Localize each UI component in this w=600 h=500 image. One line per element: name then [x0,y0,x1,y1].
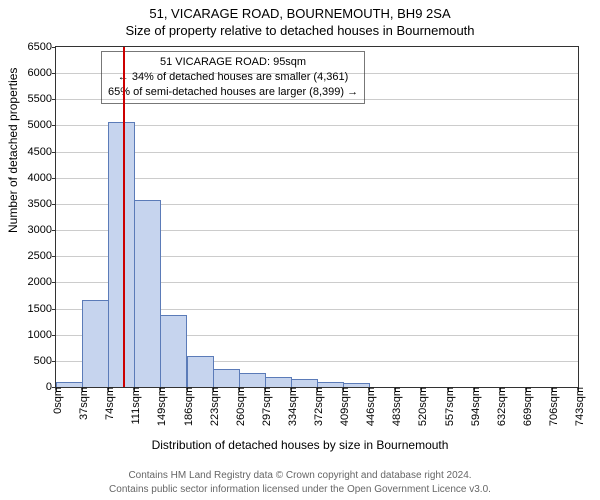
bar [291,379,318,387]
xtick-label: 223sqm [205,387,221,426]
ytick-label: 500 [34,355,56,367]
plot-area: 51 VICARAGE ROAD: 95sqm ← 34% of detache… [55,46,579,388]
ytick-label: 1500 [28,303,56,315]
ytick-label: 1000 [28,329,56,341]
xtick-label: 186sqm [179,387,195,426]
footer-text: Contains HM Land Registry data © Crown c… [0,469,600,496]
bar [265,377,292,387]
annotation-line3: 65% of semi-detached houses are larger (… [108,85,358,100]
grid-line [56,99,578,100]
bar [239,373,266,387]
bar [108,122,135,387]
ytick-label: 6500 [28,41,56,53]
ytick-label: 6000 [28,67,56,79]
xtick-label: 74sqm [100,387,116,420]
xtick-label: 111sqm [126,387,142,425]
bar [213,369,240,387]
marker-line [123,47,125,387]
xtick-label: 446sqm [361,387,377,426]
chart-subtitle: Size of property relative to detached ho… [0,23,600,40]
xtick-label: 297sqm [257,387,273,426]
footer-line1: Contains HM Land Registry data © Crown c… [0,469,600,483]
xtick-label: 520sqm [413,387,429,426]
annotation-line1: 51 VICARAGE ROAD: 95sqm [108,55,358,70]
xtick-label: 743sqm [570,387,586,426]
ytick-label: 3000 [28,224,56,236]
xtick-label: 669sqm [518,387,534,426]
xtick-label: 37sqm [74,387,90,420]
footer-line2: Contains public sector information licen… [0,483,600,497]
x-axis-label: Distribution of detached houses by size … [0,438,600,452]
xtick-label: 483sqm [387,387,403,426]
y-axis-label: Number of detached properties [6,68,20,233]
bar [82,300,109,387]
ytick-label: 4500 [28,146,56,158]
bar [134,200,161,387]
xtick-label: 372sqm [309,387,325,426]
annotation-box: 51 VICARAGE ROAD: 95sqm ← 34% of detache… [101,51,365,104]
bar [160,315,187,387]
bar [187,356,214,387]
ytick-label: 3500 [28,198,56,210]
ytick-label: 4000 [28,172,56,184]
ytick-label: 2000 [28,276,56,288]
xtick-label: 149sqm [152,387,168,426]
xtick-label: 334sqm [283,387,299,426]
xtick-label: 409sqm [335,387,351,426]
xtick-label: 632sqm [492,387,508,426]
ytick-label: 5500 [28,93,56,105]
xtick-label: 594sqm [466,387,482,426]
chart-title: 51, VICARAGE ROAD, BOURNEMOUTH, BH9 2SA [0,0,600,23]
xtick-label: 260sqm [231,387,247,426]
xtick-label: 0sqm [48,387,64,414]
grid-line [56,73,578,74]
xtick-label: 557sqm [440,387,456,426]
xtick-label: 706sqm [544,387,560,426]
chart-container: 51, VICARAGE ROAD, BOURNEMOUTH, BH9 2SA … [0,0,600,500]
ytick-label: 2500 [28,250,56,262]
annotation-line2: ← 34% of detached houses are smaller (4,… [108,70,358,85]
ytick-label: 5000 [28,119,56,131]
